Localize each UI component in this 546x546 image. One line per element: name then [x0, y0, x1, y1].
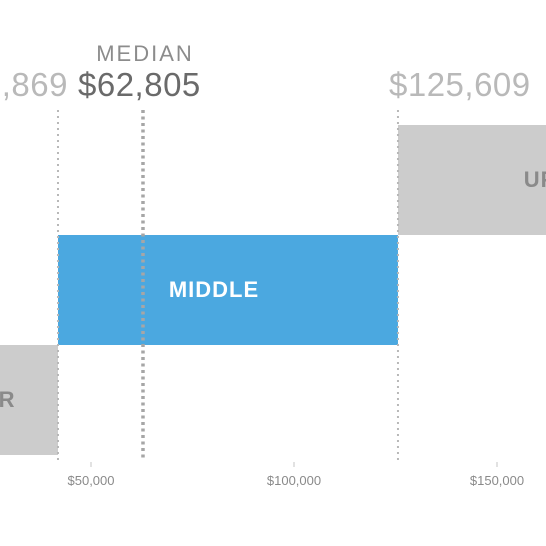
lower-band — [0, 345, 58, 455]
median-value-label: $62,805 — [78, 66, 201, 103]
x-tick-label: $100,000 — [267, 473, 321, 488]
lower-band-label: R — [0, 387, 15, 412]
x-tick-label: $50,000 — [68, 473, 115, 488]
upper-band — [397, 125, 546, 235]
upper-band-label: UP — [524, 167, 546, 192]
median-caption: MEDIAN — [96, 41, 194, 66]
middle-band-label: MIDDLE — [169, 277, 259, 302]
middle-band — [57, 235, 398, 345]
x-tick-label: $150,000 — [470, 473, 524, 488]
lower-threshold-label: ,869 — [1, 66, 68, 103]
upper-threshold-label: $125,609 — [389, 66, 531, 103]
